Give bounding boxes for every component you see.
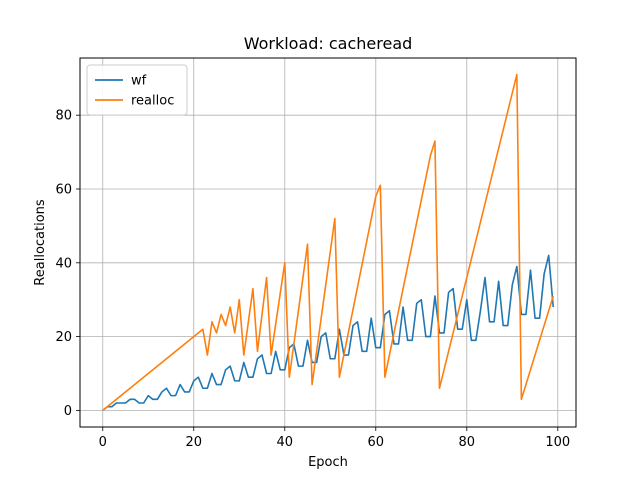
series-line-realloc: [102, 73, 555, 412]
plot-frame: [79, 57, 577, 428]
legend-box: [86, 64, 188, 116]
x-axis-label: Epoch: [308, 455, 348, 470]
y-tick-label: 80: [55, 109, 72, 124]
series-line-wf: [102, 254, 555, 412]
x-tick-label: 40: [276, 435, 293, 450]
chart-title: Workload: cacheread: [244, 34, 413, 53]
y-tick-label: 60: [55, 182, 72, 197]
x-tick-label: 0: [99, 435, 107, 450]
y-axis-label: Reallocations: [33, 199, 48, 286]
y-tick-label: 40: [55, 256, 72, 271]
legend-label-wf: wf: [131, 74, 147, 89]
legend: wf realloc: [86, 64, 188, 116]
grid: [80, 58, 576, 427]
legend-label-realloc: realloc: [131, 94, 174, 109]
y-tick-label: 20: [55, 330, 72, 345]
x-tick-label: 60: [368, 435, 385, 450]
x-tick-label: 80: [459, 435, 476, 450]
y-tick-label: 0: [64, 404, 72, 419]
x-axis: 0 20 40 60 80 100: [99, 427, 570, 450]
x-tick-label: 100: [545, 435, 570, 450]
series-group: [102, 73, 555, 412]
x-tick-label: 20: [185, 435, 202, 450]
y-axis: 0 20 40 60 80: [55, 109, 80, 419]
